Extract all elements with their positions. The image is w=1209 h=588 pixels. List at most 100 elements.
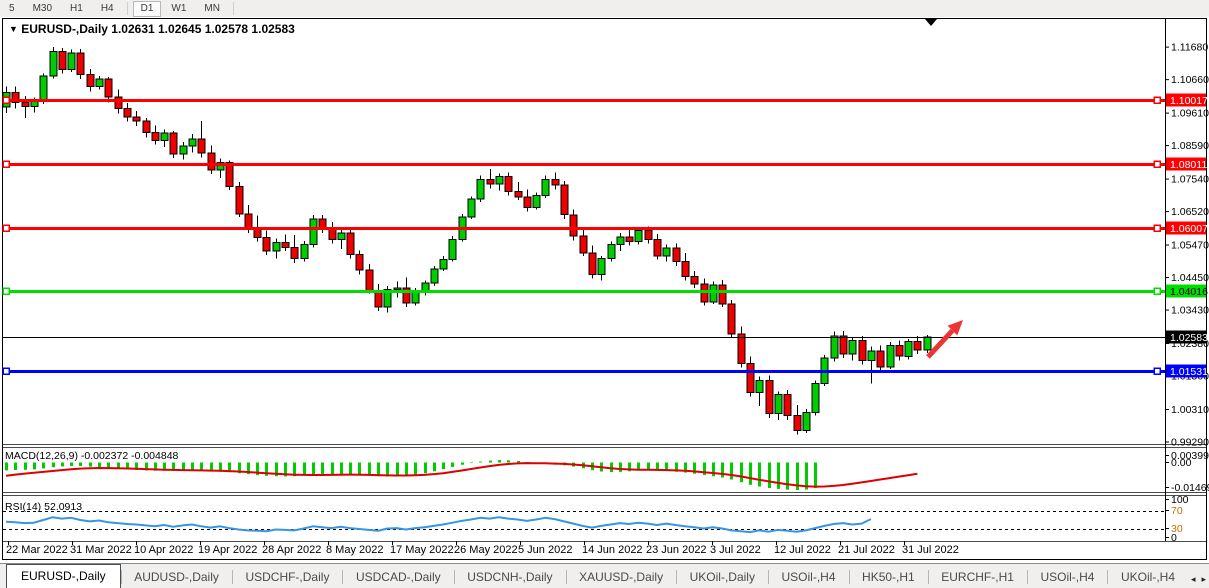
rsi-axis-label: 0 [1171, 532, 1177, 544]
svg-text:1.08011: 1.08011 [1170, 159, 1207, 171]
candle-bearish [653, 238, 662, 257]
price-level-badge: 1.10017 [1166, 93, 1208, 107]
svg-text:1.02583: 1.02583 [1170, 332, 1208, 344]
macd-axis-label: 0.00 [1171, 457, 1192, 469]
symbol-tab-4[interactable]: USDCNH-,Daily [467, 570, 553, 584]
date-tick-label: 8 May 2022 [326, 544, 383, 556]
symbol-tab-3[interactable]: USDCAD-,Daily [355, 570, 441, 584]
line-handle[interactable] [2, 96, 10, 104]
line-handle[interactable] [1153, 287, 1161, 295]
line-handle[interactable] [1153, 367, 1161, 375]
symbol-tab-6[interactable]: UKOil-,Daily [689, 570, 755, 584]
svg-text:1.01531: 1.01531 [1170, 366, 1208, 378]
panel-separators[interactable] [3, 444, 1206, 542]
time-scale[interactable]: 22 Mar 2022 31 Mar 2022 10 Apr 2022 19 Apr … [6, 541, 959, 556]
tab-separator [120, 570, 122, 584]
price-tick-label: 1.04450 [1171, 272, 1209, 284]
candle-bearish [625, 236, 634, 243]
macd-indicator-label: MACD(12,26,9) -0.002372 -0.004848 [5, 450, 178, 462]
line-handle[interactable] [1153, 224, 1161, 232]
symbol-tab-5[interactable]: XAUUSD-,Daily [579, 570, 664, 584]
tab-scroll-left-icon[interactable]: ◂ [1191, 574, 1196, 584]
line-handle[interactable] [2, 367, 10, 375]
candle-bullish [393, 287, 402, 290]
candle-bearish [690, 276, 699, 285]
candle-bullish [300, 244, 309, 259]
candle-bearish [876, 350, 885, 368]
candlestick-series [2, 47, 932, 435]
timeframe-button-w1[interactable]: W1 [171, 2, 187, 14]
candle-bearish [262, 237, 271, 252]
candle-bearish [523, 196, 532, 208]
tab-separator [676, 570, 677, 584]
tab-separator [1026, 570, 1028, 584]
candle-bearish [328, 228, 337, 240]
candle-bullish [30, 100, 39, 107]
tab-separator [767, 570, 769, 584]
timeframe-button-d1[interactable]: D1 [132, 0, 162, 17]
line-handle[interactable] [2, 287, 10, 295]
symbol-tab-11[interactable]: UKOil-,H4 [1121, 570, 1176, 584]
line-handle[interactable] [1153, 96, 1161, 104]
date-tick-label: 31 Jul 2022 [902, 544, 959, 556]
tab-separator [453, 570, 455, 584]
candle-bullish [49, 50, 58, 77]
candle-bullish [867, 350, 876, 361]
candle-bullish [848, 339, 857, 355]
line-handle[interactable] [2, 224, 10, 232]
tab-separator [231, 570, 233, 584]
candle-bearish [514, 191, 523, 198]
tab-separator [565, 570, 567, 584]
candle-bearish [858, 339, 867, 361]
tab-scroll-right-icon[interactable]: ▸ [1201, 574, 1207, 584]
arrow-annotation[interactable] [926, 320, 963, 359]
current-price-badge: 1.02583 [1166, 330, 1208, 344]
rsi-indicator-label: RSI(14) 52.0913 [5, 501, 82, 513]
candle-bullish [439, 258, 448, 270]
price-chart[interactable]: 1.11680 1.10660 1.09610 1.08590 1.07540 1.065… [0, 17, 1209, 563]
symbol-tab-2[interactable]: USDCHF-,Daily [245, 570, 330, 584]
candle-bullish [495, 176, 504, 185]
chart-border [2, 18, 1207, 560]
candle-bearish [727, 303, 736, 335]
date-tick-label: 22 Mar 2022 [6, 544, 68, 556]
macd-name: MACD(12,26,9) [5, 450, 78, 462]
timeframe-button-h1[interactable]: H1 [70, 2, 83, 14]
candle-bearish [197, 138, 206, 154]
symbol-tab-8[interactable]: HK50-,H1 [862, 570, 915, 584]
candle-bullish [755, 380, 764, 393]
symbol-dropdown-icon[interactable]: ▼ [9, 24, 18, 34]
candle-bearish [560, 184, 569, 216]
symbol-tab-10[interactable]: USOil-,H4 [1040, 570, 1095, 584]
candle-bearish [114, 96, 123, 110]
candle-bearish [169, 132, 178, 155]
candle-bearish [281, 242, 290, 248]
candle-bearish [793, 415, 802, 431]
symbol-tab-7[interactable]: USOil-,H4 [781, 570, 836, 584]
candle-bearish [895, 344, 904, 357]
candle-bearish [21, 101, 30, 107]
symbol-tab-9[interactable]: EURCHF-,H1 [941, 570, 1014, 584]
latest-bar-marker-icon[interactable] [925, 19, 937, 26]
line-handle[interactable] [2, 160, 10, 168]
candle-bullish [179, 145, 188, 155]
line-handle[interactable] [1153, 160, 1161, 168]
candle-bullish [476, 179, 485, 200]
tab-separator [342, 570, 343, 584]
symbol-tab-0[interactable]: EURUSD-,Daily [6, 564, 121, 588]
date-tick-label: 5 Jun 2022 [518, 544, 572, 556]
candle-bearish [551, 179, 560, 186]
price-tick-label: 1.08590 [1171, 140, 1209, 152]
candle-bearish [839, 335, 848, 355]
timeframe-button-h4[interactable]: H4 [100, 2, 114, 14]
macd-signal-line [5, 462, 918, 488]
timeframe-button-m30[interactable]: M30 [32, 2, 53, 14]
price-tick-label: 1.00310 [1171, 404, 1209, 416]
timeframe-button-5[interactable]: 5 [9, 2, 15, 14]
symbol-tab-1[interactable]: AUDUSD-,Daily [134, 570, 219, 584]
price-level-badge: 1.01531 [1166, 364, 1208, 378]
timeframe-button-mn[interactable]: MN [204, 2, 220, 14]
